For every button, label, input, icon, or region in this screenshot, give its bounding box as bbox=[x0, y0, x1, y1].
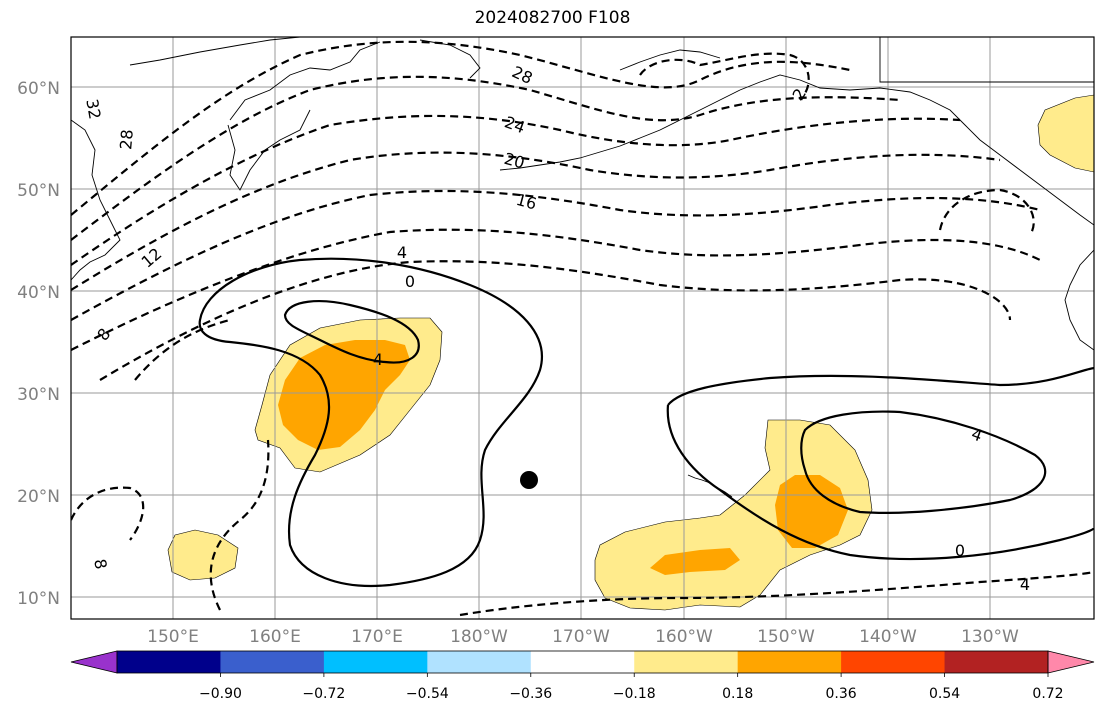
shade-orange-east-2 bbox=[650, 548, 740, 575]
map-frame bbox=[70, 36, 1095, 620]
colorbar-segment bbox=[737, 651, 842, 673]
lon-tick-label: 140°W bbox=[859, 627, 917, 647]
colorbar-tick-label: 0.54 bbox=[929, 686, 960, 702]
lat-tick-label: 20°N bbox=[17, 487, 60, 507]
lat-tick-label: 30°N bbox=[17, 385, 60, 405]
colorbar-tick-label: −0.54 bbox=[406, 686, 449, 702]
colorbar: −0.90 −0.72 −0.54 −0.36 −0.18 0.18 0.36 0.54 0.7… bbox=[70, 650, 1095, 702]
colorbar-border bbox=[116, 650, 1049, 674]
coast-alaska-peninsula bbox=[739, 74, 1094, 226]
contour-label: 28 bbox=[116, 129, 137, 151]
contour-label: 0 bbox=[955, 541, 965, 560]
contour-label: 8 bbox=[93, 324, 114, 344]
lat-tick-label: 50°N bbox=[17, 181, 60, 201]
colorbar-extend-low bbox=[70, 650, 118, 674]
lat-tick-label: 60°N bbox=[17, 79, 60, 99]
coast-siberia-north bbox=[129, 37, 301, 66]
lon-tick-label: 150°E bbox=[147, 627, 199, 647]
colorbar-tick-label: −0.18 bbox=[613, 686, 656, 702]
contour-label: 0 bbox=[405, 272, 415, 291]
coast-alaska-west bbox=[419, 39, 481, 79]
colorbar-segment bbox=[944, 651, 1049, 673]
colorbar-tick-label: −0.90 bbox=[199, 686, 242, 702]
map-area: 28 32 28 24 20 16 12 8 4 0 4 4 0 4 8 2 bbox=[71, 37, 1094, 619]
gridlines bbox=[71, 37, 1094, 619]
colorbar-tick-label: 0.18 bbox=[722, 686, 753, 702]
colorbar-tick-label: 0.72 bbox=[1032, 686, 1063, 702]
lat-tick-label: 40°N bbox=[17, 283, 60, 303]
contour-label: 20 bbox=[502, 149, 527, 173]
colorbar-segment bbox=[323, 651, 428, 673]
map-title: 2024082700 F108 bbox=[474, 8, 631, 28]
colorbar-extend-high bbox=[1047, 650, 1095, 674]
storm-center-marker bbox=[520, 471, 538, 489]
colorbar-tick-label: −0.36 bbox=[509, 686, 552, 702]
colorbar-segment bbox=[634, 651, 739, 673]
coast-chukotka bbox=[229, 41, 381, 121]
shade-light-northeast bbox=[1037, 94, 1094, 173]
contour-label: 24 bbox=[502, 112, 528, 137]
colorbar-segment bbox=[427, 651, 532, 673]
coast-us-west bbox=[1064, 249, 1094, 351]
shade-orange-east bbox=[775, 475, 848, 548]
lon-tick-label: 170°W bbox=[552, 627, 610, 647]
contour-label: 4 bbox=[397, 243, 407, 262]
shade-light-small bbox=[167, 529, 239, 581]
lon-tick-label: 160°W bbox=[655, 627, 713, 647]
coast-kamchatka-siberia bbox=[71, 119, 121, 281]
coast-canada-border bbox=[879, 37, 1094, 83]
colorbar-tick-label: 0.36 bbox=[826, 686, 857, 702]
coast-aleutians bbox=[499, 89, 741, 171]
contour-label: 4 bbox=[373, 350, 383, 369]
dashed-contours bbox=[71, 40, 1094, 617]
contour-label: 28 bbox=[509, 62, 535, 88]
lat-tick-label: 10°N bbox=[17, 589, 60, 609]
colorbar-segment bbox=[220, 651, 325, 673]
lon-tick-label: 180°W bbox=[450, 627, 508, 647]
longitude-ticks: 150°E 160°E 170°E 180°W 170°W 160°W 150°… bbox=[147, 627, 1019, 647]
contour-label: 8 bbox=[90, 557, 110, 570]
solid-contours bbox=[198, 257, 1094, 587]
lon-tick-label: 160°E bbox=[249, 627, 301, 647]
coast-kamchatka bbox=[227, 109, 311, 191]
lon-tick-label: 130°W bbox=[961, 627, 1019, 647]
colorbar-segment bbox=[530, 651, 635, 673]
lon-tick-label: 170°E bbox=[351, 627, 403, 647]
coastlines bbox=[71, 37, 1094, 498]
colorbar-segment bbox=[117, 651, 221, 673]
anomaly-shading bbox=[167, 94, 1094, 611]
lon-tick-label: 150°W bbox=[757, 627, 815, 647]
contour-label: 4 bbox=[1020, 575, 1030, 594]
contour-label: 32 bbox=[82, 97, 104, 120]
colorbar-segment bbox=[841, 651, 946, 673]
contour-label: 16 bbox=[514, 190, 539, 214]
coast-alaska-north bbox=[619, 49, 721, 71]
colorbar-tick-label: −0.72 bbox=[302, 686, 345, 702]
latitude-ticks: 60°N 50°N 40°N 30°N 20°N 10°N bbox=[17, 79, 60, 609]
